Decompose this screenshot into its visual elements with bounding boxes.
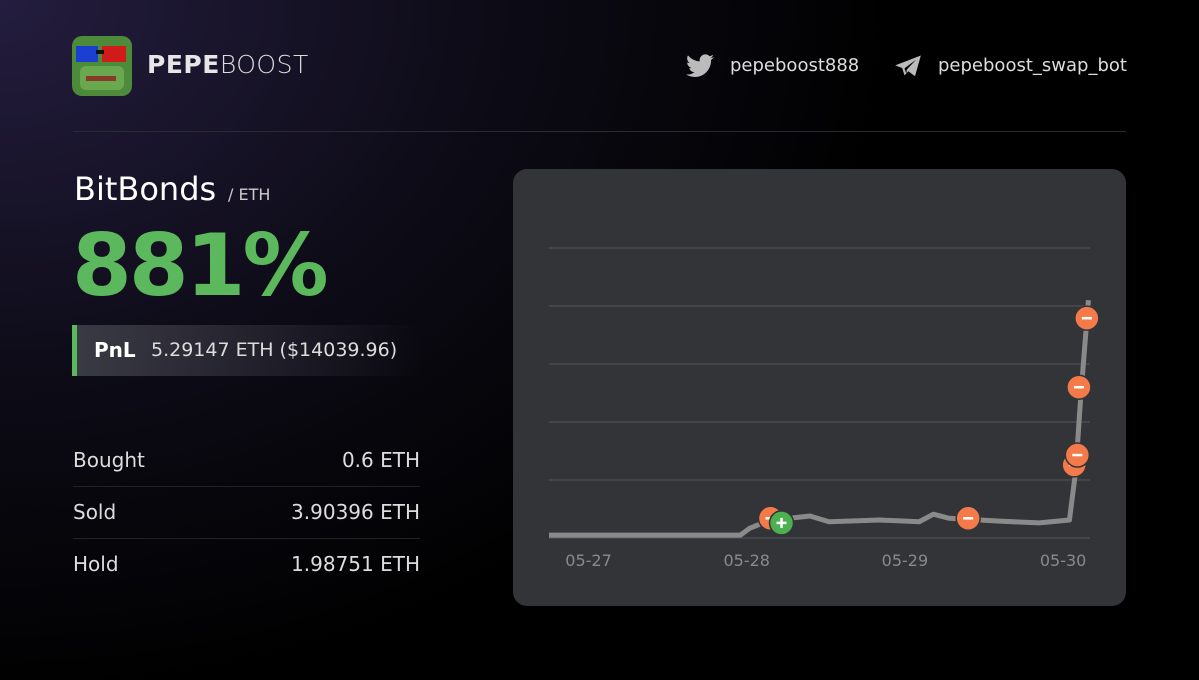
brand-light: BOOST [219,50,309,79]
chart-panel [513,169,1126,606]
pnl-box: PnL 5.29147 ETH ($14039.96) [72,325,420,376]
x-tick-label: 05-29 [882,551,929,570]
stat-value: 0.6 ETH [341,448,420,472]
x-tick-label: 05-27 [565,551,612,570]
stat-row: Sold 3.90396 ETH [73,486,420,539]
telegram-handle[interactable]: pepeboost_swap_bot [938,55,1127,76]
x-tick-label: 05-28 [723,551,770,570]
stat-row: Hold 1.98751 ETH [73,538,420,590]
pnl-percent: 881% [72,216,329,316]
divider [73,131,1126,132]
x-tick-label: 05-30 [1040,551,1087,570]
pnl-value: 5.29147 ETH ($14039.96) [151,339,398,361]
stat-value: 1.98751 ETH [291,552,420,576]
pnl-label: PnL [94,338,136,362]
token-quote: / ETH [228,185,271,204]
marker-sign [776,517,787,528]
brand: PEPEBOOST [147,50,309,79]
token-name: BitBonds [74,170,217,208]
stat-row: Bought 0.6 ETH [73,434,420,487]
stat-value: 3.90396 ETH [291,500,420,524]
twitter-handle[interactable]: pepeboost888 [730,55,860,76]
stat-label: Sold [73,500,117,524]
telegram-icon [895,55,921,77]
twitter-icon [686,54,714,77]
brand-bold: PEPE [147,50,220,79]
stat-label: Bought [73,448,145,472]
logo [72,36,132,96]
stat-label: Hold [73,552,119,576]
